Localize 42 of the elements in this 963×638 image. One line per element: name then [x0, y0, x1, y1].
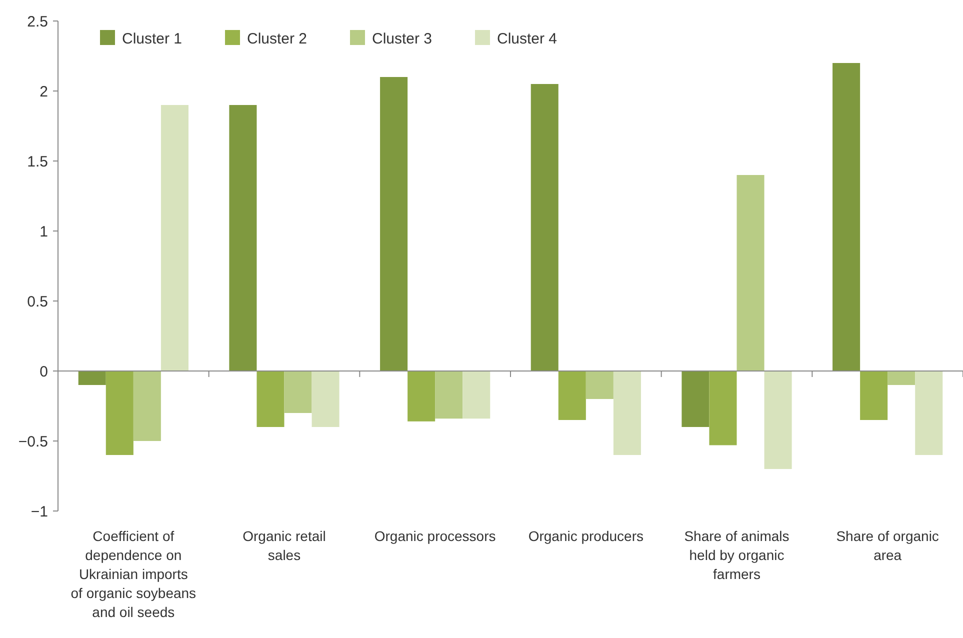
y-tick-label: 2	[40, 83, 48, 100]
bar	[832, 63, 860, 371]
bar	[558, 371, 586, 420]
bar	[78, 371, 106, 385]
x-tick-label: Coefficient of dependence on Ukrainian imports of organic soybeans and oil seeds	[70, 528, 196, 620]
bar	[229, 105, 257, 371]
bar	[435, 371, 463, 419]
y-tick-label: −1	[30, 503, 48, 520]
bar	[380, 77, 408, 371]
bar	[462, 371, 490, 419]
x-tick-label: Share of organic area	[836, 528, 939, 563]
legend-label: Cluster 1	[122, 30, 182, 48]
bar	[736, 175, 764, 371]
bar	[586, 371, 614, 399]
bar	[860, 371, 888, 420]
bar	[256, 371, 284, 427]
bar	[312, 371, 340, 427]
x-tick-label: Organic retail sales	[242, 528, 326, 563]
legend-label: Cluster 4	[497, 30, 558, 48]
legend-label: Cluster 2	[247, 30, 308, 48]
bar	[613, 371, 641, 455]
x-tick-label: Organic processors	[374, 528, 496, 544]
bar	[682, 371, 710, 427]
y-tick-label: 1	[40, 223, 48, 240]
bar	[530, 84, 558, 371]
y-tick-label: 0.5	[27, 293, 48, 310]
y-tick-label: 2.5	[27, 13, 48, 30]
bar	[709, 371, 737, 446]
y-tick-label: 0	[40, 363, 48, 380]
y-tick-label: −0.5	[18, 433, 48, 450]
bar	[160, 105, 188, 371]
x-tick-label: Organic producers	[528, 528, 644, 544]
bar	[284, 371, 312, 413]
bar	[764, 371, 792, 469]
bar	[888, 371, 916, 385]
bar	[106, 371, 134, 455]
x-tick-label: Share of animals held by organic farmers	[684, 528, 790, 582]
bar	[133, 371, 161, 441]
bar	[915, 371, 943, 455]
bar	[408, 371, 436, 422]
y-tick-label: 1.5	[27, 153, 48, 170]
legend-label: Cluster 3	[372, 30, 432, 48]
